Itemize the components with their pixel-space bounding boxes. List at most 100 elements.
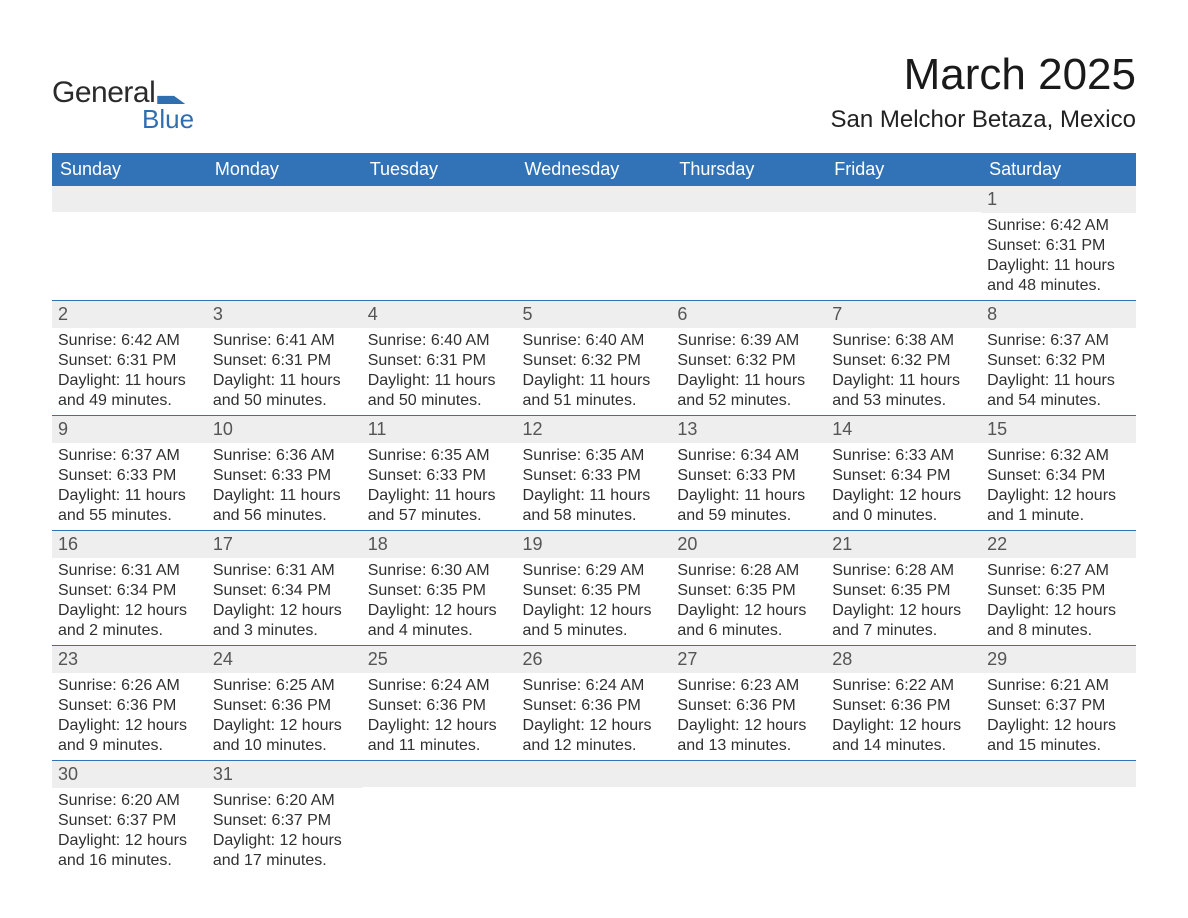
daylight-line: Daylight: 12 hours and 3 minutes.: [213, 601, 356, 641]
sunrise-line: Sunrise: 6:20 AM: [58, 791, 201, 811]
day-number: 28: [826, 646, 981, 673]
day-details: [362, 787, 517, 865]
daylight-line: Daylight: 11 hours and 50 minutes.: [368, 371, 511, 411]
day-number: 27: [671, 646, 826, 673]
day-number: 14: [826, 416, 981, 443]
day-details: [981, 787, 1136, 865]
sunset-line: Sunset: 6:37 PM: [987, 696, 1130, 716]
daylight-line: Daylight: 11 hours and 56 minutes.: [213, 486, 356, 526]
day-details: Sunrise: 6:29 AMSunset: 6:35 PMDaylight:…: [517, 558, 672, 645]
calendar-day-cell: 28Sunrise: 6:22 AMSunset: 6:36 PMDayligh…: [826, 646, 981, 761]
sunset-line: Sunset: 6:34 PM: [213, 581, 356, 601]
day-details: Sunrise: 6:21 AMSunset: 6:37 PMDaylight:…: [981, 673, 1136, 760]
calendar-day-cell: [52, 186, 207, 301]
sunrise-line: Sunrise: 6:37 AM: [58, 446, 201, 466]
day-number: 31: [207, 761, 362, 788]
day-details: [207, 212, 362, 290]
sunrise-line: Sunrise: 6:41 AM: [213, 331, 356, 351]
calendar-day-cell: [362, 186, 517, 301]
sunrise-line: Sunrise: 6:31 AM: [213, 561, 356, 581]
day-number: 13: [671, 416, 826, 443]
day-details: Sunrise: 6:38 AMSunset: 6:32 PMDaylight:…: [826, 328, 981, 415]
day-details: Sunrise: 6:24 AMSunset: 6:36 PMDaylight:…: [362, 673, 517, 760]
calendar-day-cell: 2Sunrise: 6:42 AMSunset: 6:31 PMDaylight…: [52, 301, 207, 416]
sunset-line: Sunset: 6:32 PM: [987, 351, 1130, 371]
daylight-line: Daylight: 12 hours and 12 minutes.: [523, 716, 666, 756]
sunset-line: Sunset: 6:32 PM: [832, 351, 975, 371]
day-number: [362, 186, 517, 212]
daylight-line: Daylight: 12 hours and 16 minutes.: [58, 831, 201, 871]
day-number: 18: [362, 531, 517, 558]
daylight-line: Daylight: 12 hours and 2 minutes.: [58, 601, 201, 641]
day-details: [826, 212, 981, 290]
sunrise-line: Sunrise: 6:33 AM: [832, 446, 975, 466]
day-number: 12: [517, 416, 672, 443]
day-number: [981, 761, 1136, 787]
day-details: Sunrise: 6:20 AMSunset: 6:37 PMDaylight:…: [207, 788, 362, 875]
weekday-header: Monday: [207, 153, 362, 186]
calendar-day-cell: 10Sunrise: 6:36 AMSunset: 6:33 PMDayligh…: [207, 416, 362, 531]
calendar-day-cell: 20Sunrise: 6:28 AMSunset: 6:35 PMDayligh…: [671, 531, 826, 646]
weekday-header: Sunday: [52, 153, 207, 186]
day-number: [826, 761, 981, 787]
day-number: 1: [981, 186, 1136, 213]
day-number: 11: [362, 416, 517, 443]
daylight-line: Daylight: 12 hours and 5 minutes.: [523, 601, 666, 641]
weekday-header: Friday: [826, 153, 981, 186]
daylight-line: Daylight: 11 hours and 58 minutes.: [523, 486, 666, 526]
day-details: [826, 787, 981, 865]
daylight-line: Daylight: 12 hours and 13 minutes.: [677, 716, 820, 756]
day-details: Sunrise: 6:41 AMSunset: 6:31 PMDaylight:…: [207, 328, 362, 415]
day-number: 16: [52, 531, 207, 558]
day-number: [826, 186, 981, 212]
calendar-week-row: 9Sunrise: 6:37 AMSunset: 6:33 PMDaylight…: [52, 416, 1136, 531]
sunset-line: Sunset: 6:36 PM: [677, 696, 820, 716]
weekday-header-row: SundayMondayTuesdayWednesdayThursdayFrid…: [52, 153, 1136, 186]
daylight-line: Daylight: 12 hours and 6 minutes.: [677, 601, 820, 641]
calendar-week-row: 30Sunrise: 6:20 AMSunset: 6:37 PMDayligh…: [52, 761, 1136, 876]
logo: General Blue: [52, 76, 194, 135]
daylight-line: Daylight: 11 hours and 49 minutes.: [58, 371, 201, 411]
day-details: Sunrise: 6:37 AMSunset: 6:32 PMDaylight:…: [981, 328, 1136, 415]
sunset-line: Sunset: 6:34 PM: [58, 581, 201, 601]
calendar-day-cell: [826, 186, 981, 301]
daylight-line: Daylight: 12 hours and 8 minutes.: [987, 601, 1130, 641]
day-details: Sunrise: 6:37 AMSunset: 6:33 PMDaylight:…: [52, 443, 207, 530]
calendar-day-cell: 18Sunrise: 6:30 AMSunset: 6:35 PMDayligh…: [362, 531, 517, 646]
calendar-day-cell: 13Sunrise: 6:34 AMSunset: 6:33 PMDayligh…: [671, 416, 826, 531]
day-details: Sunrise: 6:36 AMSunset: 6:33 PMDaylight:…: [207, 443, 362, 530]
sunrise-line: Sunrise: 6:24 AM: [368, 676, 511, 696]
day-number: 4: [362, 301, 517, 328]
calendar-body: 1Sunrise: 6:42 AMSunset: 6:31 PMDaylight…: [52, 186, 1136, 875]
daylight-line: Daylight: 11 hours and 55 minutes.: [58, 486, 201, 526]
calendar-week-row: 2Sunrise: 6:42 AMSunset: 6:31 PMDaylight…: [52, 301, 1136, 416]
calendar-day-cell: 23Sunrise: 6:26 AMSunset: 6:36 PMDayligh…: [52, 646, 207, 761]
day-details: Sunrise: 6:31 AMSunset: 6:34 PMDaylight:…: [207, 558, 362, 645]
sunrise-line: Sunrise: 6:29 AM: [523, 561, 666, 581]
sunrise-line: Sunrise: 6:22 AM: [832, 676, 975, 696]
sunrise-line: Sunrise: 6:39 AM: [677, 331, 820, 351]
weekday-header: Thursday: [671, 153, 826, 186]
day-number: 5: [517, 301, 672, 328]
sunrise-line: Sunrise: 6:20 AM: [213, 791, 356, 811]
calendar-day-cell: [671, 186, 826, 301]
day-details: [671, 212, 826, 290]
sunrise-line: Sunrise: 6:30 AM: [368, 561, 511, 581]
sunrise-line: Sunrise: 6:42 AM: [58, 331, 201, 351]
day-details: Sunrise: 6:35 AMSunset: 6:33 PMDaylight:…: [517, 443, 672, 530]
sunset-line: Sunset: 6:31 PM: [987, 236, 1130, 256]
calendar-day-cell: 1Sunrise: 6:42 AMSunset: 6:31 PMDaylight…: [981, 186, 1136, 301]
sunrise-line: Sunrise: 6:42 AM: [987, 216, 1130, 236]
day-details: [517, 212, 672, 290]
page-header: General Blue March 2025 San Melchor Beta…: [52, 50, 1136, 135]
day-number: 22: [981, 531, 1136, 558]
sunset-line: Sunset: 6:32 PM: [677, 351, 820, 371]
sunset-line: Sunset: 6:35 PM: [677, 581, 820, 601]
sunset-line: Sunset: 6:33 PM: [677, 466, 820, 486]
daylight-line: Daylight: 11 hours and 50 minutes.: [213, 371, 356, 411]
calendar-day-cell: 21Sunrise: 6:28 AMSunset: 6:35 PMDayligh…: [826, 531, 981, 646]
day-details: Sunrise: 6:24 AMSunset: 6:36 PMDaylight:…: [517, 673, 672, 760]
day-details: Sunrise: 6:42 AMSunset: 6:31 PMDaylight:…: [52, 328, 207, 415]
calendar-day-cell: [517, 761, 672, 876]
day-number: 29: [981, 646, 1136, 673]
